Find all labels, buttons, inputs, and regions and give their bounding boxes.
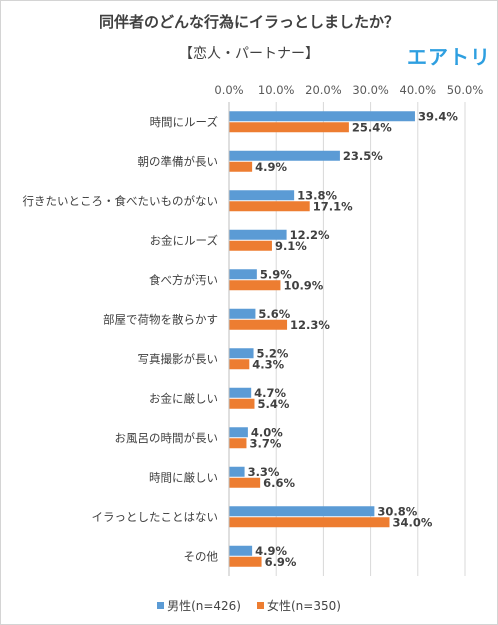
data-label-female: 10.9% — [283, 278, 323, 292]
data-label-female: 34.0% — [392, 515, 432, 529]
category-label: お金にルーズ — [150, 233, 218, 247]
bar-male — [229, 348, 254, 359]
data-label-female: 6.9% — [265, 555, 297, 569]
x-tick-label: 0.0% — [214, 83, 243, 97]
data-label-male: 3.3% — [248, 465, 280, 479]
data-label-female: 6.6% — [263, 476, 295, 490]
x-tick-label: 10.0% — [258, 83, 295, 97]
bar-female — [229, 319, 288, 330]
data-label-female: 25.4% — [352, 120, 392, 134]
bar-female — [229, 359, 250, 370]
bar-female — [229, 280, 281, 291]
data-label-male: 12.2% — [290, 228, 330, 242]
legend-swatch-female — [257, 602, 264, 609]
brand-logo: エアトリ — [407, 45, 491, 69]
data-label-male: 4.9% — [255, 544, 287, 558]
bar-male — [229, 387, 252, 398]
bar-female — [229, 556, 262, 567]
bar-female — [229, 122, 349, 133]
category-label: お金に厳しい — [149, 391, 218, 405]
data-label-female: 5.4% — [257, 397, 289, 411]
data-label-female: 17.1% — [313, 199, 353, 213]
chart-legend: 男性(n=426) 女性(n=350) — [1, 597, 497, 614]
x-tick-label: 50.0% — [447, 83, 484, 97]
bar-female — [229, 398, 255, 409]
data-label-male: 4.7% — [254, 386, 286, 400]
x-tick-label: 40.0% — [400, 83, 437, 97]
bar-male — [229, 190, 295, 201]
data-label-male: 39.4% — [418, 109, 458, 123]
category-label: 行きたいところ・食べたいものがない — [23, 194, 219, 208]
data-label-male: 30.8% — [377, 504, 417, 518]
category-label: 食べ方が汚い — [149, 273, 218, 287]
data-label-female: 12.3% — [290, 318, 330, 332]
bar-female — [229, 517, 390, 528]
category-label: お風呂の時間が長い — [115, 431, 219, 445]
bar-male — [229, 545, 253, 556]
bar-male — [229, 150, 340, 161]
legend-label-male: 男性(n=426) — [167, 599, 241, 613]
data-label-male: 4.0% — [251, 425, 283, 439]
category-label: 部屋で荷物を散らかす — [103, 312, 218, 326]
data-label-male: 5.2% — [257, 346, 289, 360]
data-label-male: 5.9% — [260, 267, 292, 281]
data-label-female: 9.1% — [275, 239, 307, 253]
category-label: その他 — [184, 549, 219, 563]
category-label: 時間にルーズ — [150, 115, 218, 129]
category-label: イラっとしたことはない — [92, 510, 219, 524]
bar-female — [229, 438, 247, 449]
chart-subtitle: 【恋人・パートナー】 — [179, 46, 319, 62]
x-tick-label: 30.0% — [352, 83, 389, 97]
bar-female — [229, 240, 272, 251]
legend-item-female: 女性(n=350) — [257, 597, 341, 614]
bar-female — [229, 477, 261, 488]
category-label: 時間に厳しい — [149, 470, 218, 484]
chart-title: 同伴者のどんな行為にイラっとしましたか？ — [98, 13, 399, 31]
bar-male — [229, 506, 375, 517]
data-label-female: 4.3% — [252, 357, 284, 371]
data-label-male: 5.6% — [258, 307, 290, 321]
legend-swatch-male — [157, 602, 165, 609]
bar-male — [229, 111, 415, 122]
bar-male — [229, 427, 248, 438]
bar-male — [229, 308, 256, 319]
data-label-female: 4.9% — [255, 160, 287, 174]
bar-female — [229, 201, 310, 212]
bar-male — [229, 229, 287, 240]
category-label: 朝の準備が長い — [138, 154, 219, 168]
bar-male — [229, 269, 257, 280]
bar-female — [229, 161, 253, 172]
legend-item-male: 男性(n=426) — [157, 597, 241, 614]
legend-label-female: 女性(n=350) — [267, 599, 341, 613]
category-label: 写真撮影が長い — [138, 352, 219, 366]
x-tick-label: 20.0% — [305, 83, 342, 97]
data-label-male: 23.5% — [343, 149, 383, 163]
bar-male — [229, 466, 245, 477]
data-label-female: 3.7% — [249, 436, 281, 450]
data-label-male: 13.8% — [297, 188, 337, 202]
